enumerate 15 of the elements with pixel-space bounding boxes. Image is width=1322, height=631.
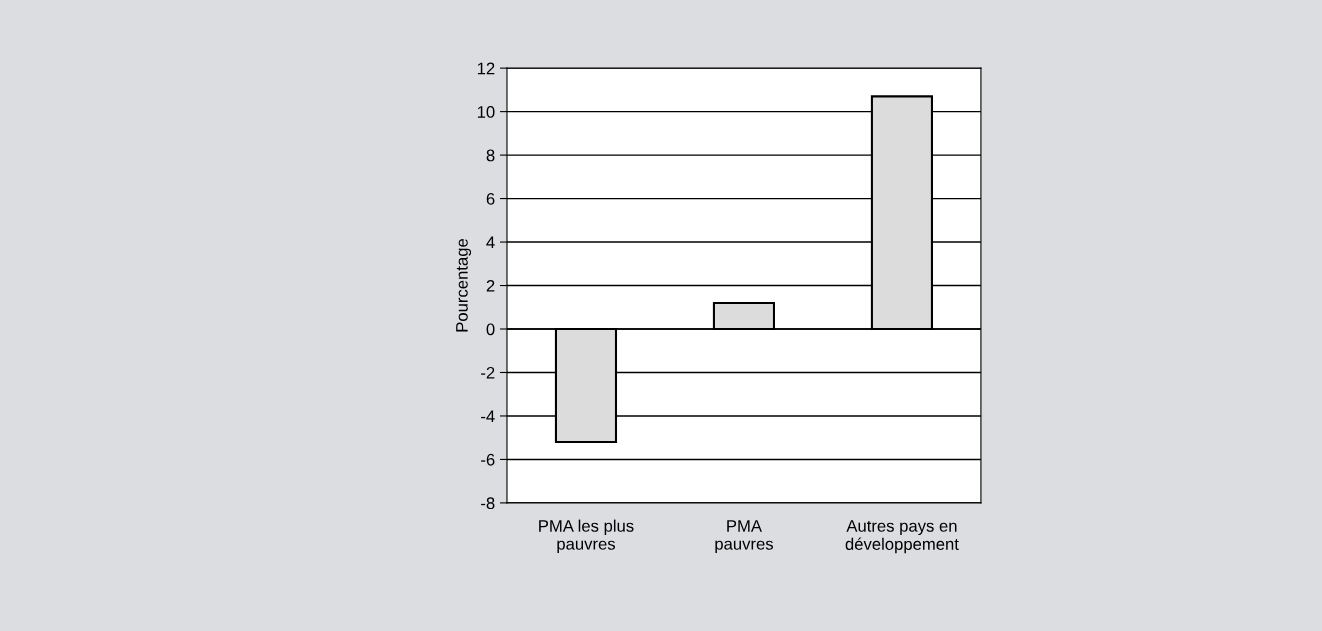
y-tick-label: 4 [486,236,495,249]
y-tick-label: 6 [486,192,495,205]
x-tick-label: PMA pauvres [715,520,773,554]
y-axis-title: Pourcentage [456,239,472,332]
y-tick-label: 0 [486,323,495,336]
y-tick-label: -2 [481,366,495,379]
y-tick-label: 10 [477,106,495,118]
y-tick-label: 2 [486,279,495,292]
y-tick-label: -6 [481,453,495,466]
y-tick-label: -8 [481,497,495,510]
x-tick-label: PMA les plus pauvres [539,519,634,554]
y-tick-label: 8 [486,149,495,162]
x-tick-label: Autres pays en développement [845,520,959,554]
y-tick-label: 12 [477,62,495,75]
y-tick-label: -4 [481,410,495,422]
